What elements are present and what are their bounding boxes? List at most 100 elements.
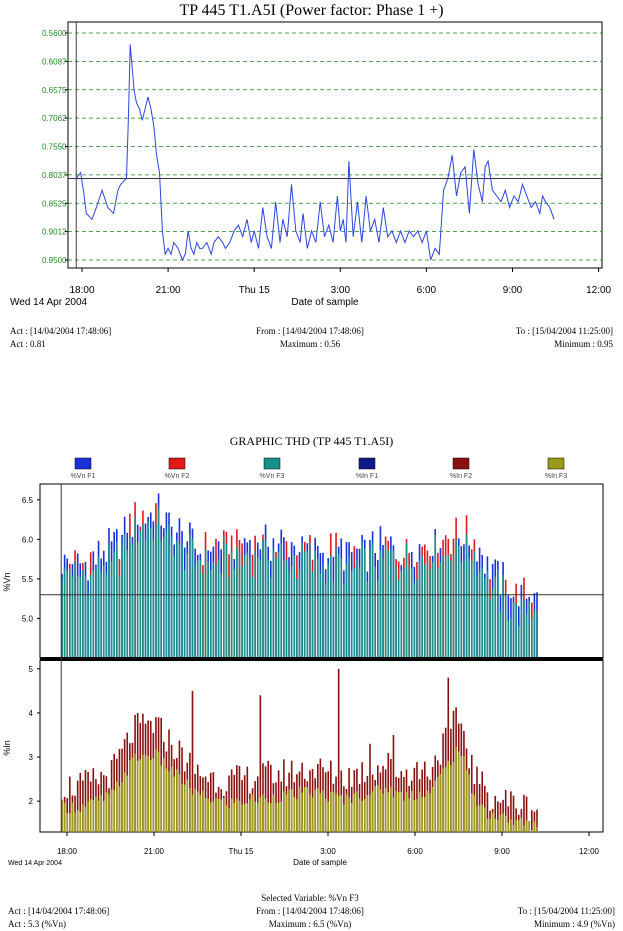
vn-bar-f3 [504,592,507,658]
in-bar-f2 [220,789,223,832]
in-bar-f3 [220,799,223,832]
in-bar-f3 [202,790,204,832]
x-tick-label: 3:00 [331,285,351,296]
vn-bar-f1 [228,554,230,658]
vn-bar-f3 [397,579,400,658]
in-bar-f2 [510,791,512,832]
vn-bar-f3 [204,548,207,658]
in-bar-f2 [241,780,243,832]
in-bar-f3 [116,781,118,832]
in-bar-f2 [176,758,178,832]
x-tick-label: 9:00 [503,285,523,296]
vn-bar-f3 [429,568,431,658]
vn-bar-f3 [136,542,139,658]
vn-bar-f1 [476,561,478,658]
vn-bar-f3 [322,566,324,658]
in-bar-f3 [426,790,429,832]
vn-bar-f3 [392,550,395,658]
in-bar-f3 [61,800,63,832]
in-bar-f2 [293,782,296,832]
vn-bar-f3 [97,556,100,658]
vn-bar-f3 [408,565,410,658]
vn-bar-f1 [191,528,194,658]
vn-bar-f1 [382,545,384,658]
vn-bar-f1 [507,595,510,658]
chart2-act-time: Act : [14/04/2004 17:48:06] [8,906,110,916]
in-bar-f3 [212,801,215,832]
in-bar-f3 [155,749,157,832]
x-tick-label: 6:00 [417,285,437,296]
chart1-act-value: Act : 0.81 [10,339,46,349]
date-label: Wed 14 Apr 2004 [10,297,88,308]
legend-swatch [168,457,186,470]
vn-bar-f3 [494,576,497,658]
vn-bar-f3 [384,544,387,658]
vn-bar-f1 [230,535,233,658]
vn-bar-f1 [126,532,129,658]
vn-bar-f1 [168,512,170,658]
in-bar-f3 [324,798,327,832]
x-tick-label: 12:00 [579,847,600,856]
in-bar-f2 [262,763,264,832]
vn-bar-f3 [178,543,181,658]
legend-label: %Vn F2 [165,473,190,480]
vn-bar-f1 [176,532,178,658]
in-bar-f3 [176,769,178,832]
y-tick-label: 0.5600 [42,29,67,38]
in-bar-f2 [272,783,275,832]
vn-bar-f1 [71,564,74,658]
vn-bar-f3 [379,550,382,658]
vn-bar-f3 [66,571,69,658]
vn-bar-f3 [270,577,272,658]
vn-bar-f1 [301,536,303,658]
vn-bar-f1 [350,552,353,658]
legend-swatch [452,457,470,470]
vn-bar-f3 [230,552,233,658]
vn-bar-f1 [478,547,481,658]
in-bar-f3 [89,799,92,832]
in-bar-f3 [217,798,220,832]
vn-bar-f1 [390,536,392,658]
vn-bar-f1 [504,579,507,658]
in-bar-f2 [525,796,528,832]
vn-bar-f1 [374,553,376,658]
vn-bar-f3 [63,568,66,658]
vn-bar-f3 [470,560,473,658]
vn-bar-f3 [233,569,236,658]
in-bar-f3 [285,794,288,832]
in-bar-f2 [345,788,348,832]
in-bar-f2 [340,770,343,832]
vn-bar-f1 [369,539,371,658]
in-bar-f3 [223,797,225,832]
in-bar-f3 [191,794,194,832]
vn-bar-f3 [311,571,314,658]
in-bar-f2 [384,769,387,832]
vn-bar-f1 [322,552,324,658]
in-bar-f2 [434,755,437,832]
vn-bar-f1 [63,554,66,658]
in-bar-f2 [223,795,225,832]
vn-bar-f1 [316,546,319,658]
vn-bar-f3 [306,551,309,658]
chart1-act-time: Act : [14/04/2004 17:48:06] [10,326,112,336]
y-tick-label: 3 [29,753,34,762]
in-bar-f3 [384,787,387,832]
vn-bar-f3 [110,561,113,658]
in-bar-f3 [418,791,421,832]
vn-bar-f3 [108,544,110,658]
vn-bar-f1 [447,538,450,658]
vn-bar-f1 [296,555,298,658]
vn-bar-f1 [497,560,499,658]
vn-bar-f3 [447,554,450,658]
in-bar-f2 [382,765,384,832]
in-bar-f3 [463,755,465,832]
in-bar-f2 [330,760,332,832]
in-bar-f3 [79,811,82,832]
vn-bar-f3 [152,540,155,658]
vn-bar-f3 [144,539,147,658]
in-bar-f3 [204,798,207,832]
in-bar-f3 [283,791,285,832]
in-bar-f3 [267,802,269,832]
in-bar-f3 [243,803,246,832]
vn-bar-f3 [149,528,152,658]
